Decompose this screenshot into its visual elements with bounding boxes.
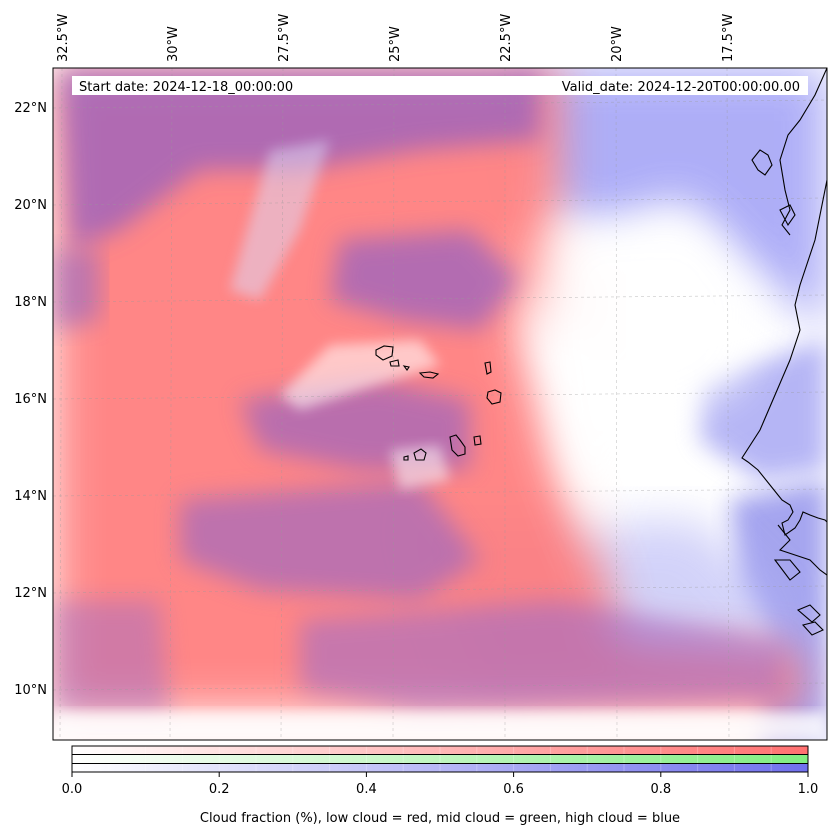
africa-northern-coast: [779, 68, 827, 236]
colorbar-high-blue: [72, 764, 808, 772]
latitude-labels: 22°N 20°N 18°N 16°N 14°N 12°N 10°N: [14, 101, 47, 698]
lat-label: 10°N: [14, 683, 47, 698]
colorbar-tick-label: 1.0: [798, 782, 819, 797]
colorbar-ticks: [71, 772, 809, 777]
lon-label: 20°W: [610, 26, 625, 62]
africa-coastline: [741, 179, 827, 536]
coast-inlet-1: [751, 149, 773, 176]
coast-inlet-3: [777, 524, 827, 576]
lon-label: 27.5°W: [277, 14, 292, 62]
island-boa-vista: [486, 389, 502, 405]
colorbar-tick-label: 0.4: [356, 782, 377, 797]
overlap-band-1: [330, 230, 520, 330]
colorbar-frame: [71, 745, 809, 773]
colorbar-tick-label: 0.2: [209, 782, 230, 797]
high-cloud-east: [520, 68, 827, 330]
island-sao-nicolau: [418, 371, 440, 379]
coast-inlet-5: [796, 604, 821, 623]
overlap-west-edge: [53, 250, 100, 330]
lat-label: 14°N: [14, 489, 47, 504]
map-panel[interactable]: Start date: 2024-12-18_00:00:00 Valid_da…: [53, 68, 827, 740]
lat-label: 20°N: [14, 198, 47, 213]
valid-date-label: Valid_date: 2024-12-20T00:00:00.00: [562, 80, 800, 95]
colorbar-low-red: [72, 746, 808, 754]
colorbar-tick-label: 0.0: [62, 782, 83, 797]
island-santa-luzia: [402, 365, 410, 371]
clear-east: [540, 220, 760, 560]
map-frame: [52, 67, 828, 741]
lon-label: 32.5°W: [56, 14, 71, 62]
lon-label: 22.5°W: [499, 14, 514, 62]
island-brava: [403, 455, 409, 461]
coast-inlet-6: [801, 621, 824, 636]
colorbar-tick-label: 0.6: [503, 782, 524, 797]
island-santiago: [449, 434, 466, 457]
lon-label: 30°W: [166, 26, 181, 62]
lat-label: 12°N: [14, 586, 47, 601]
lat-label: 18°N: [14, 295, 47, 310]
island-sao-vicente: [389, 359, 400, 367]
lat-label: 16°N: [14, 392, 47, 407]
colorbar-tick-label: 0.8: [650, 782, 671, 797]
clear-streak-1: [280, 340, 440, 410]
coastlines: [375, 68, 827, 636]
island-maio: [473, 435, 482, 446]
lon-label: 17.5°W: [721, 14, 736, 62]
lat-label: 22°N: [14, 101, 47, 116]
cloud-field: [53, 68, 827, 740]
colorbar: 0.0 0.2 0.4 0.6 0.8 1.0 Cloud fraction (…: [62, 745, 819, 826]
start-date-label: Start date: 2024-12-18_00:00:00: [79, 80, 293, 95]
coast-inlet-4: [773, 559, 801, 581]
island-sal: [484, 361, 492, 375]
clear-lowstrip: [53, 712, 827, 740]
lon-label: 25°W: [388, 26, 403, 62]
overlap-band-3: [180, 480, 480, 600]
longitude-labels: 32.5°W 30°W 27.5°W 25°W 22.5°W 20°W 17.5…: [56, 14, 736, 62]
coast-inlet-2: [779, 204, 796, 227]
island-santo-antao: [375, 345, 394, 361]
date-banner: [72, 76, 808, 95]
clear-streak-3: [230, 140, 330, 300]
colorbar-mid-green: [72, 755, 808, 763]
gridlines: [53, 68, 827, 740]
island-fogo: [413, 448, 427, 461]
colorbar-label: Cloud fraction (%), low cloud = red, mid…: [200, 811, 680, 826]
overlap-band-4: [300, 600, 780, 710]
overlap-west-low: [53, 600, 170, 712]
